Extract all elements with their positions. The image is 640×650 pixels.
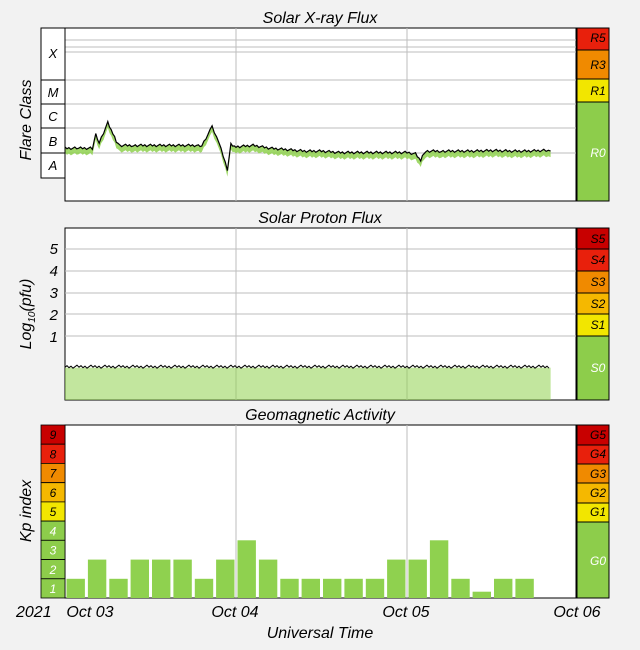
xray-flux-fill	[65, 121, 551, 177]
kp-bar	[515, 578, 534, 598]
axis-tick-label: Oct 03	[66, 604, 113, 621]
proton-flux-series	[65, 367, 551, 400]
axis-year: 2021	[15, 604, 52, 621]
kp-level-label: 3	[50, 544, 57, 558]
kp-bar	[130, 559, 149, 598]
geomagnetic-storm-scale: G5 G4 G3 G2 G1 G0	[576, 424, 610, 599]
proton-yticks: 5 4 3 2 1	[49, 241, 59, 346]
scale-g2-label: G2	[590, 486, 606, 500]
scale-s5-label: S5	[591, 232, 606, 246]
proton-panel: Solar Proton Flux 5 4 3 2 1 Log10(pfu) S…	[18, 210, 610, 401]
kp-bar	[365, 578, 385, 598]
kp-bar	[472, 591, 491, 598]
kp-bar	[280, 578, 299, 598]
kp-level-label: 8	[50, 447, 57, 461]
radio-blackout-scale: R5 R3 R1 R0	[576, 27, 610, 202]
scale-r0-label: R0	[590, 146, 606, 160]
kp-bar	[66, 578, 85, 598]
scale-r1-label: R1	[590, 84, 605, 98]
kp-level-label: 7	[50, 467, 58, 481]
proton-ytick: 5	[50, 241, 59, 258]
axis-tick-label: Oct 06	[553, 604, 600, 621]
xray-class-labels: X M C B A	[40, 27, 66, 179]
kp-bar	[237, 540, 256, 598]
scale-g0-label: G0	[590, 554, 606, 568]
proton-ytick: 2	[49, 307, 59, 324]
scale-g5-label: G5	[590, 428, 606, 442]
kp-bar	[109, 578, 128, 598]
proton-title: Solar Proton Flux	[258, 210, 383, 227]
scale-r5-label: R5	[590, 31, 606, 45]
kp-left-scale: 9 8 7 6 5 4 3 2 1	[40, 424, 66, 599]
axis-title: Universal Time	[267, 625, 374, 642]
kp-gridlines	[235, 425, 408, 598]
kp-bar	[301, 578, 320, 598]
kp-level-box	[40, 578, 66, 599]
kp-bar	[173, 559, 192, 598]
kp-bar	[494, 578, 513, 598]
kp-level-label: 5	[50, 505, 57, 519]
geomagnetic-title: Geomagnetic Activity	[245, 407, 396, 424]
kp-bar	[258, 559, 278, 598]
radiation-storm-scale: S5 S4 S3 S2 S1 S0	[576, 227, 610, 401]
kp-bars	[66, 540, 534, 598]
xray-title: Solar X-ray Flux	[263, 10, 379, 27]
kp-bar	[387, 559, 406, 598]
scale-s1-label: S1	[591, 318, 606, 332]
xray-panel: Solar X-ray Flux X M C B A Flare Class R…	[18, 10, 610, 202]
kp-bar	[451, 578, 470, 598]
axis-tick-label: Oct 05	[382, 604, 429, 621]
class-label-m: M	[48, 85, 59, 100]
scale-s2-label: S2	[591, 297, 606, 311]
scale-g4-label: G4	[590, 447, 606, 461]
proton-flux-fill	[65, 367, 551, 400]
kp-level-label: 2	[49, 563, 57, 577]
kp-bar	[344, 578, 363, 598]
xray-ylabel: Flare Class	[18, 80, 35, 161]
proton-ytick: 3	[50, 285, 59, 302]
scale-s4-label: S4	[591, 253, 606, 267]
kp-level-label: 9	[50, 428, 57, 442]
scale-s0	[576, 335, 610, 401]
kp-bar	[216, 559, 235, 598]
proton-flux-line	[64, 364, 550, 369]
xray-flux-line	[64, 119, 551, 171]
axis-tick-label: Oct 04	[211, 604, 258, 621]
proton-ytick: 4	[50, 263, 58, 280]
class-label-a: A	[48, 158, 58, 173]
kp-bar	[87, 559, 107, 598]
xray-plot-area	[64, 27, 577, 202]
time-axis: 2021 Oct 03 Oct 04 Oct 05 Oct 06 Univers…	[15, 604, 601, 642]
proton-gridlines	[65, 228, 576, 400]
kp-bar	[152, 559, 171, 598]
kp-bar	[408, 559, 427, 598]
kp-bar	[323, 578, 342, 598]
scale-g3-label: G3	[590, 467, 606, 481]
proton-ytick: 1	[50, 329, 58, 346]
scale-r0	[576, 101, 610, 202]
kp-bar	[194, 578, 214, 598]
scale-r3-label: R3	[590, 58, 606, 72]
scale-s3-label: S3	[591, 275, 606, 289]
proton-ylabel: Log10(pfu)	[18, 279, 38, 350]
kp-ylabel: Kp index	[18, 479, 35, 542]
kp-level-label: 1	[50, 582, 57, 596]
class-label-c: C	[48, 109, 58, 124]
scale-s0-label: S0	[591, 361, 606, 375]
scale-g0	[576, 521, 610, 599]
xray-flux-series	[65, 121, 551, 177]
kp-level-label: 6	[50, 486, 57, 500]
scale-r3	[576, 49, 610, 80]
class-label-b: B	[49, 134, 58, 149]
class-label-x: X	[48, 46, 59, 61]
scale-g1-label: G1	[590, 505, 606, 519]
kp-level-label: 4	[50, 524, 57, 538]
kp-bar	[429, 540, 449, 598]
